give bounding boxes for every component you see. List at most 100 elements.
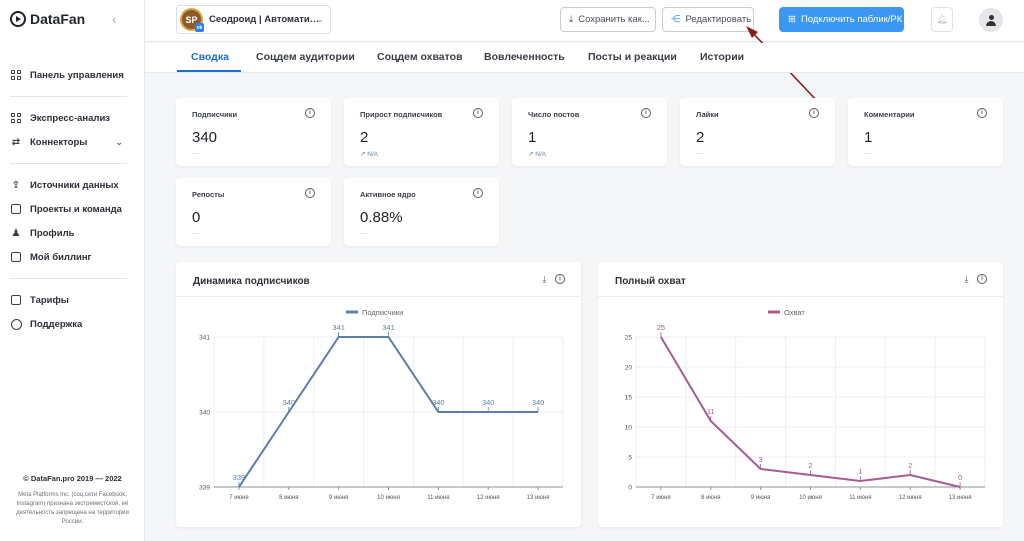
sidebar-item-projects[interactable]: Проекты и команда (0, 197, 145, 221)
x-tick-label: 8 июня (279, 495, 298, 501)
x-tick-label: 10 июня (377, 495, 400, 501)
connect-button[interactable]: ⊞ Подключить паблик/РК (779, 7, 904, 32)
kpi-value: 1 (528, 129, 537, 146)
tab-engagement[interactable]: Вовлеченность (484, 51, 565, 63)
kpi-label: Подписчики (192, 110, 238, 119)
kpi-placeholder: — (192, 230, 199, 237)
data-label: 340 (482, 398, 495, 407)
account-avatar: SP vk (180, 8, 204, 32)
data-label: 0 (958, 473, 962, 482)
chart-title: Динамика подписчиков (193, 276, 310, 287)
tab-posts-reactions[interactable]: Посты и реакции (588, 51, 677, 63)
sidebar-item-label: Профиль (30, 227, 75, 239)
data-label: 340 (532, 398, 545, 407)
sidebar-item-label: Коннекторы (30, 136, 88, 148)
download-icon[interactable]: ⤓ (964, 274, 969, 284)
x-tick-label: 13 июня (527, 495, 550, 501)
info-icon[interactable]: i (977, 274, 987, 284)
info-icon[interactable]: i (473, 188, 483, 198)
kpi-placeholder: — (360, 230, 367, 237)
kpi-value: 2 (360, 129, 369, 146)
chart-card-reach: Полный охват ⤓ i Охват 0 5 10 15 20 25 7 июня 8 … (598, 262, 1003, 527)
tab-summary[interactable]: Сводка (191, 51, 229, 63)
share-icon: ⋲ (671, 14, 681, 25)
download-icon[interactable]: ⤓ (542, 274, 547, 284)
kpi-label: Активное ядро (360, 190, 416, 199)
kpi-card-posts: Число постов i 1 ↗ N/A (512, 98, 667, 166)
user-menu[interactable] (979, 8, 1003, 32)
billing-icon (10, 251, 22, 263)
data-label: 340 (283, 398, 296, 407)
kpi-value: 0 (192, 209, 201, 226)
sidebar-item-connectors[interactable]: ⇄ Коннекторы ⌄ (0, 130, 145, 154)
projects-icon (10, 203, 22, 215)
dashboard-icon (10, 69, 22, 81)
sidebar-item-label: Источники данных (30, 179, 119, 191)
save-as-label: Сохранить как... (578, 14, 650, 25)
user-icon (986, 14, 996, 26)
app-logo[interactable]: DataFan (10, 11, 85, 27)
y-tick-label: 339 (199, 485, 210, 492)
kpi-label: Комментарии (864, 110, 915, 119)
kpi-placeholder: — (192, 150, 199, 157)
info-icon[interactable]: i (809, 108, 819, 118)
info-icon[interactable]: i (977, 108, 987, 118)
sidebar-item-data-sources[interactable]: ⇪ Источники данных (0, 173, 145, 197)
connect-label: Подключить паблик/РК (800, 14, 903, 25)
kpi-value: 1 (864, 129, 873, 146)
kpi-change: ↗ N/A (360, 151, 379, 158)
upload-icon: ⇪ (11, 179, 21, 191)
y-tick-label: 15 (625, 395, 633, 402)
tariffs-icon (10, 294, 22, 306)
sidebar-item-express-analysis[interactable]: Экспресс-анализ (0, 106, 145, 130)
tab-bar: Сводка Соцдем аудитории Соцдем охватов В… (145, 43, 1024, 73)
data-label: 3 (759, 455, 763, 464)
x-tick-label: 11 июня (849, 495, 871, 501)
info-icon[interactable]: i (473, 108, 483, 118)
account-selector[interactable]: SP vk Сеодроид | Автомати… ⌄ (176, 5, 331, 34)
sidebar-item-profile[interactable]: ♟ Профиль (0, 221, 145, 245)
sidebar-item-tariffs[interactable]: Тарифы (0, 288, 145, 312)
copyright: © DataFan.pro 2019 — 2022 (23, 474, 122, 483)
topbar: SP vk Сеодроид | Автомати… ⌄ ⤓ Сохранить… (145, 0, 1024, 42)
user-icon: ♟ (11, 227, 21, 239)
sidebar-item-label: Мой биллинг (30, 251, 92, 263)
chart-title: Полный охват (615, 276, 686, 287)
data-label: 2 (808, 461, 812, 470)
divider (598, 296, 1003, 297)
kpi-change: ↗ N/A (528, 151, 547, 158)
kpi-placeholder: — (696, 150, 703, 157)
kpi-value: 0.88% (360, 209, 403, 226)
tab-audience-demographics[interactable]: Соцдем аудитории (256, 51, 355, 63)
y-tick-label: 25 (625, 335, 633, 342)
subscribers-line-chart: Подписчики 339 340 341 7 июня 8 июня 9 июня 10 … (199, 308, 564, 501)
tab-reach-demographics[interactable]: Соцдем охватов (377, 51, 463, 63)
tab-stories[interactable]: Истории (700, 51, 745, 63)
sidebar-item-billing[interactable]: Мой биллинг (0, 245, 145, 269)
kpi-card-subscribers: Подписчики i 340 — (176, 98, 331, 166)
chart-tools: ⤓ i (962, 274, 987, 284)
save-as-button[interactable]: ⤓ Сохранить как... (560, 7, 656, 32)
x-tick-label: 11 июня (427, 495, 449, 501)
edit-label: Редактировать (685, 14, 752, 25)
data-label: 341 (332, 323, 345, 332)
sidebar-item-label: Тарифы (30, 294, 69, 306)
sidebar-item-dashboard[interactable]: Панель управления (0, 63, 145, 87)
info-icon[interactable]: i (305, 188, 315, 198)
legend-label: Подписчики (362, 308, 403, 317)
bell-icon[interactable]: 🔔︎ (931, 7, 953, 32)
active-tab-indicator (177, 70, 241, 72)
divider (10, 278, 127, 279)
sidebar-item-support[interactable]: Поддержка (0, 312, 145, 336)
kpi-label: Число постов (528, 110, 580, 119)
edit-button[interactable]: ⋲ Редактировать (662, 7, 754, 32)
sidebar-item-label: Панель управления (30, 69, 124, 81)
info-icon[interactable]: i (641, 108, 651, 118)
collapse-sidebar-icon[interactable]: ‹ (112, 11, 117, 27)
info-icon[interactable]: i (305, 108, 315, 118)
vk-icon: vk (195, 23, 204, 32)
sidebar-item-label: Поддержка (30, 318, 83, 330)
kpi-card-likes: Лайки i 2 — (680, 98, 835, 166)
info-icon[interactable]: i (555, 274, 565, 284)
disclaimer: Meta Platforms Inc. (соц.сети Facebook, … (16, 492, 129, 525)
